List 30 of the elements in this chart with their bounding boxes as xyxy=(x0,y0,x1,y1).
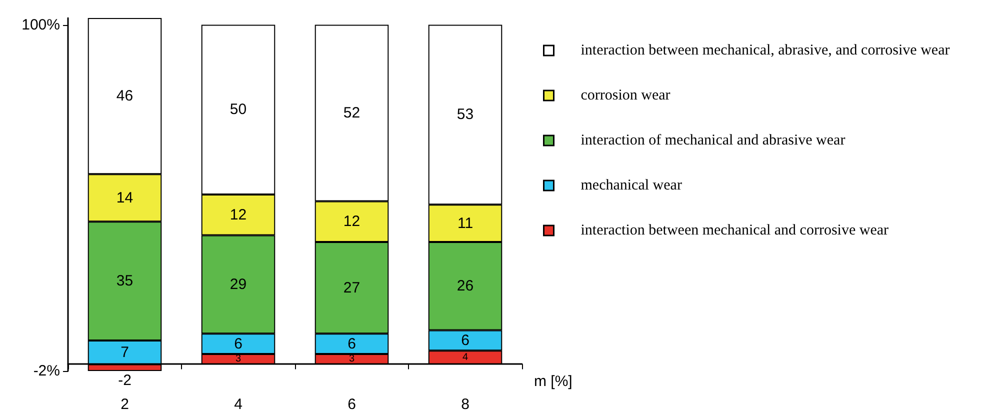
x-tick-label: 6 xyxy=(348,396,356,413)
data-label: 29 xyxy=(230,276,247,293)
data-label: 14 xyxy=(116,189,134,206)
data-label: 26 xyxy=(456,278,474,295)
data-label: 6 xyxy=(234,335,242,352)
data-label: 4 xyxy=(462,352,468,363)
data-label: 12 xyxy=(343,213,360,230)
data-label: 6 xyxy=(348,335,356,352)
legend-label: interaction between mechanical, abrasive, and corrosive wear xyxy=(580,42,950,58)
data-label: 46 xyxy=(116,88,134,105)
data-label: 6 xyxy=(461,332,470,349)
y-tick-label: 100% xyxy=(22,16,60,34)
data-label: 53 xyxy=(456,106,474,124)
x-axis-title: m [%] xyxy=(534,373,572,390)
data-label: 7 xyxy=(120,344,129,361)
data-label: -2 xyxy=(118,372,132,389)
legend-label: interaction between mechanical and corrosive wear xyxy=(580,222,889,238)
data-label: 27 xyxy=(343,279,360,296)
x-tick-label: 4 xyxy=(234,396,242,413)
data-label: 35 xyxy=(116,272,134,290)
data-label: 12 xyxy=(230,206,247,224)
y-tick-label: -2% xyxy=(33,362,60,380)
data-label: 50 xyxy=(230,101,247,118)
legend-label: interaction of mechanical and abrasive wear xyxy=(580,132,846,148)
data-label: 52 xyxy=(343,104,360,122)
legend-label: corrosion wear xyxy=(580,88,670,104)
x-tick-label: 2 xyxy=(120,396,129,413)
x-tick-label: 8 xyxy=(461,396,470,413)
data-label: 11 xyxy=(457,214,474,232)
legend-label: mechanical wear xyxy=(580,178,682,194)
